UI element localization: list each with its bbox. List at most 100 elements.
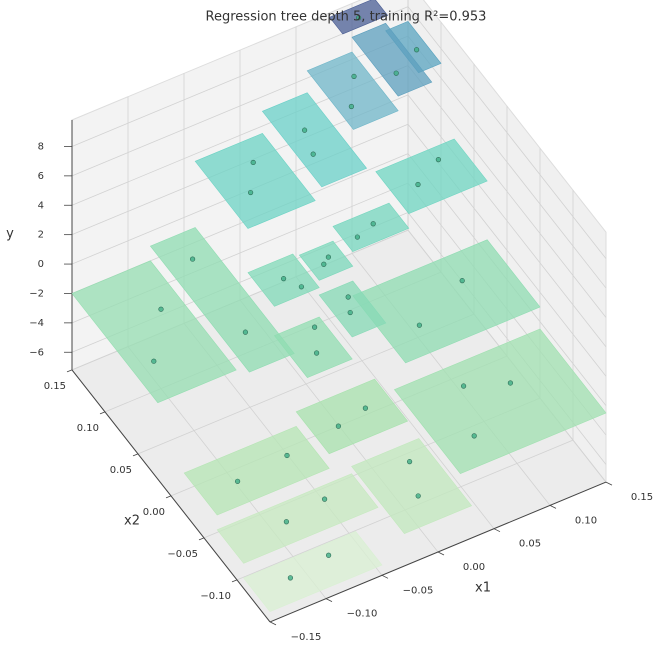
data-point (356, 15, 362, 21)
data-point (335, 423, 342, 429)
x2-tick-label: 0.00 (143, 507, 165, 518)
grid-line (407, 6, 607, 259)
leaf-plane (375, 138, 488, 214)
data-point (302, 127, 308, 133)
data-point (314, 350, 320, 356)
y-tick-label: −6 (29, 347, 44, 358)
data-point (415, 181, 421, 188)
x2-tick-label: 0.10 (77, 423, 99, 434)
x1-tick-label: 0.10 (575, 515, 597, 526)
data-point (312, 324, 318, 330)
grid-line (407, 35, 607, 289)
tick-mark (605, 481, 613, 486)
tick-mark (132, 453, 139, 457)
data-point (321, 261, 327, 267)
tick-mark (549, 505, 557, 509)
y-axis-title: y (6, 227, 14, 242)
leaf-plane (393, 328, 607, 474)
tick-mark (231, 579, 238, 583)
tick-mark (437, 551, 445, 556)
y-tick-label: −4 (29, 318, 44, 329)
marks: −0.15 −0.10 −0.05 0.00 0.05 0.10 0.15 −0.10 −0.0… (29, 0, 653, 643)
leaf-plane (351, 438, 473, 534)
tick-mark (269, 621, 277, 626)
data-point (393, 70, 399, 76)
x1-tick-label: −0.10 (347, 609, 378, 620)
x1-tick-label: 0.00 (463, 562, 485, 573)
data-point (435, 157, 442, 163)
data-point (507, 380, 514, 386)
y-tick-label: 2 (38, 230, 44, 241)
data-point (461, 383, 467, 389)
data-point (325, 254, 332, 260)
leaf-plane (318, 280, 387, 338)
data-point (347, 309, 353, 316)
x1-axis-title: x1 (475, 581, 491, 596)
x1-tick-label: −0.05 (403, 585, 434, 596)
data-point (414, 47, 420, 53)
tick-mark (381, 574, 389, 579)
grid-line (407, 94, 607, 348)
leaf-plane (243, 531, 383, 612)
grid-line (407, 65, 607, 318)
chart-title: Regression tree depth 5, training R²=0.9… (206, 10, 487, 25)
data-point (151, 358, 157, 364)
leaf-plane (306, 51, 399, 130)
data-point (298, 284, 305, 290)
y-tick-label: 4 (38, 200, 44, 211)
leaf-plane (194, 133, 316, 229)
data-point (310, 151, 316, 157)
tick-mark (99, 411, 106, 415)
data-point (250, 159, 256, 166)
leaf-plane (332, 202, 410, 252)
data-point (416, 322, 423, 328)
leaf-plane (149, 227, 295, 373)
data-point (242, 329, 248, 335)
data-point (158, 306, 164, 312)
x1-tick-label: −0.15 (291, 632, 322, 643)
data-point (248, 189, 254, 196)
x1-tick-label: 0.05 (519, 539, 541, 550)
tick-mark (325, 598, 333, 602)
data-point (326, 552, 332, 558)
data-point (362, 405, 369, 411)
x1-tick-label: 0.15 (631, 492, 653, 503)
x2-tick-label: 0.15 (44, 381, 66, 392)
y-tick-label: −2 (29, 288, 44, 299)
leaf-plane (71, 260, 237, 404)
leaf-plane (216, 473, 379, 564)
data-point (287, 575, 294, 581)
x2-tick-label: −0.10 (200, 591, 231, 602)
data-point (281, 276, 287, 282)
x2-axis-title: x2 (124, 514, 140, 529)
data-point (235, 478, 241, 484)
tick-mark (198, 537, 205, 541)
tick-mark (493, 528, 501, 533)
x2-axis-line (71, 369, 271, 623)
data-point (370, 221, 376, 227)
data-point (348, 103, 355, 110)
y-tick-label: 8 (38, 141, 44, 152)
x1-axis-line (269, 481, 607, 623)
data-point (283, 519, 290, 525)
leaf-plane (298, 240, 354, 281)
leaf-plane (351, 22, 433, 97)
data-point (345, 294, 351, 300)
tick-mark (66, 369, 73, 373)
y-tick-label: 0 (38, 259, 44, 270)
data-point (351, 73, 357, 80)
data-point (190, 256, 196, 262)
leaf-plane (261, 92, 368, 188)
x2-tick-label: −0.05 (167, 549, 198, 560)
leaf-plane (183, 426, 330, 516)
y-tick-label: 6 (38, 171, 44, 182)
data-point (415, 493, 421, 499)
data-point (322, 496, 328, 502)
data-point (459, 278, 465, 284)
data-point (407, 459, 413, 465)
x2-tick-label: 0.05 (110, 465, 132, 476)
data-point (284, 452, 290, 459)
data-point (471, 433, 477, 439)
leaf-plane (295, 378, 409, 455)
